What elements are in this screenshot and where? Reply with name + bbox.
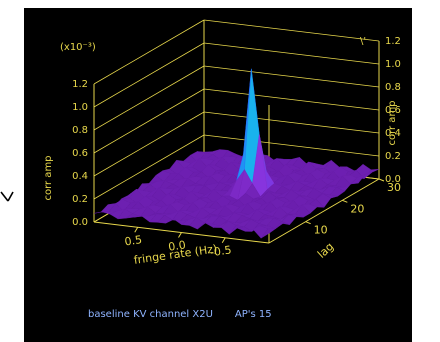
back-wall-gridline [203,88,380,111]
z-axis-title-left: corr amp [43,155,54,200]
fringe-rate-tick-mark [134,226,139,233]
z-tick-label-right: 1.2 [385,36,401,47]
left-wall-gridline [93,134,205,200]
back-wall-gridline [203,65,380,88]
z-scale-note-right: \' [360,36,366,47]
left-wall-gridline [93,19,205,85]
back-wall-gridline [203,19,380,42]
y-axis-title: lag [315,240,336,261]
z-tick-label-left: 0.0 [72,217,88,228]
z-tick-label-right: 0.6 [385,105,401,116]
status-caption: baseline KV channel X2U AP's 15 [88,309,294,320]
fringe-rate-tick-label: 0.5 [124,233,143,248]
back-wall-gridline [203,42,380,65]
z-tick-label-left: 1.0 [72,102,88,113]
z-tick-label-left: 1.2 [72,79,88,90]
z-axis-title-right: corr amp [387,100,398,145]
right-floor-edge [268,178,380,244]
left-wall-gridline [93,65,205,131]
z-tick-label-right: 1.0 [385,59,401,70]
z-tick-label-left: 0.6 [72,148,88,159]
z-tick-label-right: 0.4 [385,128,401,139]
z-tick-label-right: 0.2 [385,151,401,162]
lag-tick-mark [378,178,385,182]
z-tick-label-left: 0.2 [72,194,88,205]
aps-caption: AP's 15 [234,309,272,320]
fringe-rate-tick-mark [221,237,226,244]
left-wall-gridline [93,88,205,154]
lag-tick-label: 30 [387,181,401,194]
left-wall-gridline [93,111,205,177]
lag-tick-label: 10 [314,224,328,237]
z-tick-label-right: 0.8 [385,82,401,93]
fringe-rate-tick-label: -0.5 [209,243,232,259]
back-wall-gridline [203,111,380,134]
fringe-rate-tick-label: 0.0 [167,238,186,253]
lag-tick-label: 20 [350,202,364,215]
z-tick-label-left: 0.4 [72,171,88,182]
left-wall-gridline [93,42,205,108]
z-scale-note: (x10⁻³) [60,42,96,53]
surface-facet [260,228,277,239]
baseline-caption: baseline KV channel X2U [88,309,213,320]
correlation-surface [93,68,380,239]
correlation-surface-plot: 0.0 0.0 0.2 0.2 0.4 0.4 0.6 0.6 0.8 0.8 1.0 1.0 1.2 1… [43,19,401,267]
z-tick-label-left: 0.8 [72,125,88,136]
back-wall-gridline [203,134,380,157]
edge-arrow-marker [0,190,14,204]
z-tick-label-right: 0.0 [385,174,401,185]
fringe-rate-tick-mark [178,232,182,238]
correlation-plot-panel: 0.0 0.0 0.2 0.2 0.4 0.4 0.6 0.6 0.8 0.8 1.0 1.0 1.2 1… [24,8,412,342]
lag-tick-mark [305,221,311,225]
lag-tick-mark [342,199,348,203]
